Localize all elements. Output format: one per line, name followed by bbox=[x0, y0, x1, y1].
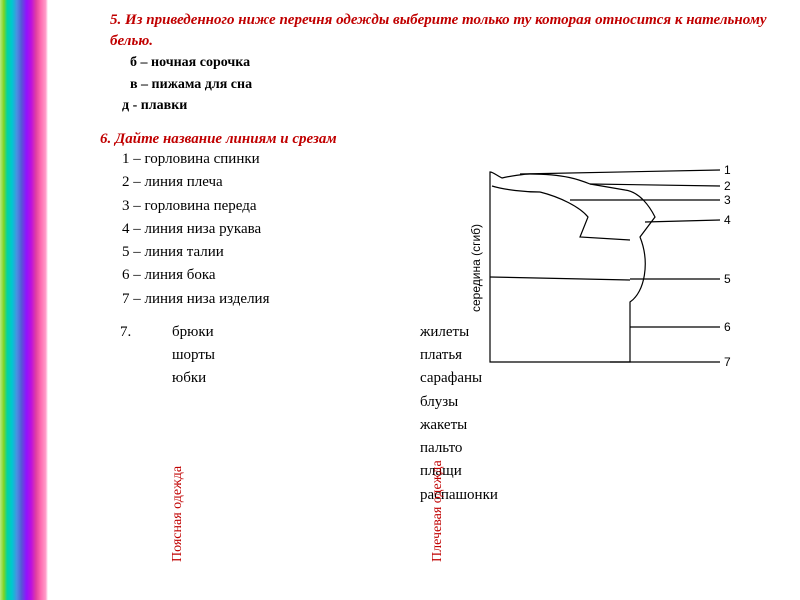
diagram-num-1: 1 bbox=[724, 163, 731, 177]
q7-column-1: 7.брюки шорты юбки bbox=[120, 321, 420, 507]
diagram-num-4: 4 bbox=[724, 213, 731, 227]
vertical-label-2: Плечевая одежда bbox=[430, 460, 446, 562]
q7-c2-r5: жакеты bbox=[420, 414, 498, 437]
vertical-label-1: Поясная одежда bbox=[170, 466, 186, 562]
q7-c1-r2: шорты bbox=[172, 347, 215, 363]
q7-c1-r1: брюки bbox=[172, 324, 214, 340]
q5-header: 5. Из приведенного ниже перечня одежды в… bbox=[110, 10, 770, 52]
diagram-num-5: 5 bbox=[724, 272, 731, 286]
q7-c1-r3: юбки bbox=[172, 370, 206, 386]
q5-answer-2: в – пижама для сна bbox=[130, 74, 790, 96]
q7-c2-r6: пальто bbox=[420, 437, 498, 460]
diagram-side-label: середина (сгиб) bbox=[469, 224, 483, 312]
q5-answer-1: б – ночная сорочка bbox=[130, 52, 790, 74]
q7-number: 7. bbox=[120, 321, 172, 344]
rainbow-sidebar bbox=[0, 0, 48, 600]
diagram-num-7: 7 bbox=[724, 355, 731, 369]
pattern-diagram: 1 2 3 4 5 6 7 середина (сгиб) bbox=[430, 162, 740, 377]
diagram-num-2: 2 bbox=[724, 179, 731, 193]
diagram-num-6: 6 bbox=[724, 320, 731, 334]
q7-c2-r4: блузы bbox=[420, 391, 498, 414]
q5-answer-3: д - плавки bbox=[122, 95, 790, 117]
q6-header: 6. Дайте название линиям и срезам bbox=[100, 131, 790, 148]
diagram-num-3: 3 bbox=[724, 193, 731, 207]
